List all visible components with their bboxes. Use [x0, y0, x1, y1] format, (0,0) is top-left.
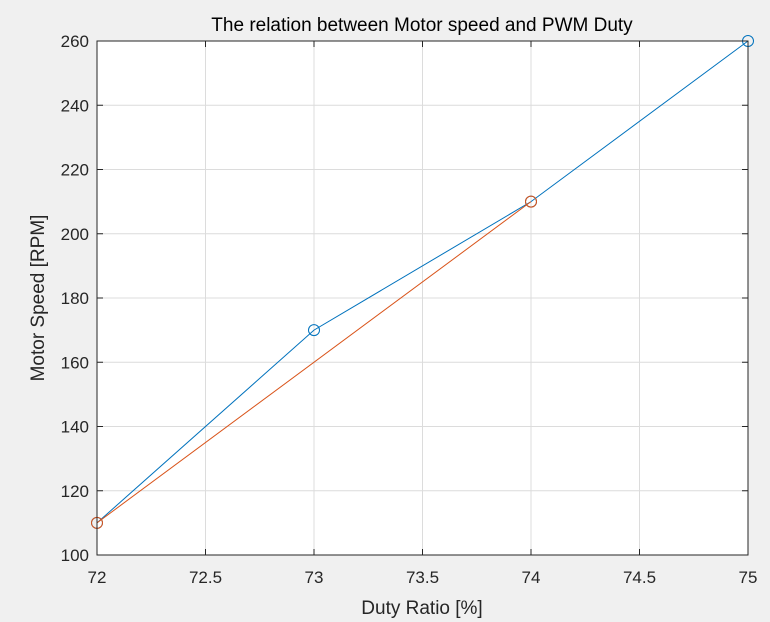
y-tick-label: 220 — [61, 161, 89, 180]
y-tick-label: 240 — [61, 96, 89, 115]
y-tick-label: 180 — [61, 289, 89, 308]
x-tick-label: 72 — [88, 568, 107, 587]
series-1-line — [96, 40, 749, 524]
x-tick-label: 74.5 — [623, 568, 656, 587]
series-layer — [91, 35, 754, 529]
y-tick-label: 160 — [61, 353, 89, 372]
x-tick-label: 74 — [522, 568, 541, 587]
y-tick-label: 100 — [61, 546, 89, 565]
ticks: 72 72.5 73 73.5 74 74.5 75 100 120 140 160 180 200 22… — [61, 32, 758, 587]
series-2-point — [525, 195, 537, 208]
series-1-point — [308, 324, 320, 337]
y-axis-label: Motor Speed [RPM] — [28, 215, 49, 382]
x-tick-label: 75 — [739, 568, 758, 587]
y-tick-label: 140 — [61, 418, 89, 437]
x-tick-label: 72.5 — [189, 568, 222, 587]
series-2-line — [96, 201, 532, 524]
y-tick-label: 120 — [61, 482, 89, 501]
x-axis-label: Duty Ratio [%] — [361, 598, 482, 619]
chart-title: The relation between Motor speed and PWM… — [211, 15, 633, 36]
y-tick-label: 260 — [61, 32, 89, 51]
x-tick-label: 73 — [305, 568, 324, 587]
x-tick-label: 73.5 — [406, 568, 439, 587]
y-tick-label: 200 — [61, 225, 89, 244]
